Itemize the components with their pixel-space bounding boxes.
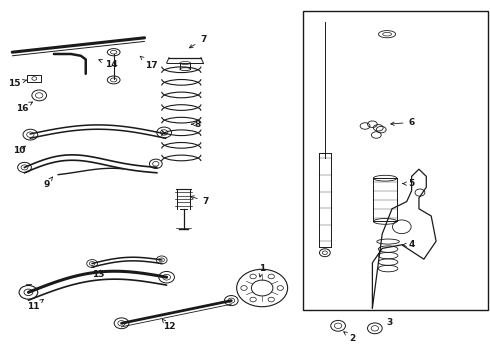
Text: 8: 8 (192, 120, 200, 129)
Text: 7: 7 (191, 196, 209, 206)
Text: 3: 3 (387, 318, 392, 327)
Text: 12: 12 (162, 319, 175, 331)
Text: 9: 9 (43, 177, 52, 189)
Text: 15: 15 (8, 79, 26, 88)
Text: 13: 13 (92, 270, 104, 279)
Text: 2: 2 (344, 332, 356, 343)
Text: 1: 1 (259, 264, 265, 277)
Text: 17: 17 (140, 56, 157, 70)
Text: 11: 11 (27, 300, 43, 311)
Text: 6: 6 (391, 118, 415, 127)
Text: 7: 7 (190, 35, 207, 48)
Text: 10: 10 (13, 145, 26, 155)
Bar (303, 11, 488, 310)
Text: 14: 14 (99, 59, 118, 69)
Text: 4: 4 (403, 240, 415, 249)
Text: 16: 16 (16, 102, 32, 112)
Text: 5: 5 (403, 179, 415, 188)
